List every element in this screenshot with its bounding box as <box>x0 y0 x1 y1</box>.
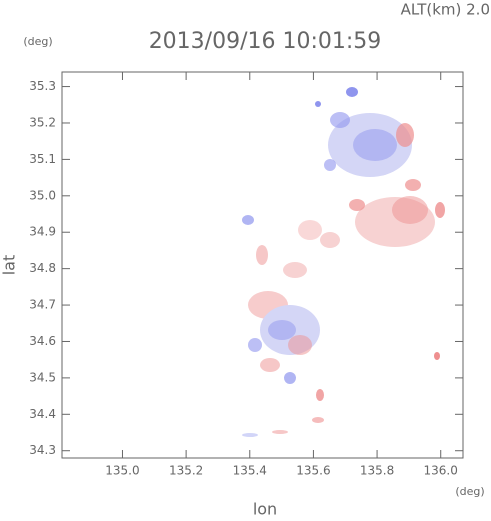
y-tick-label: 34.6 <box>29 334 56 348</box>
x-tick-label: 135.2 <box>169 464 203 478</box>
x-tick-label: 135.8 <box>360 464 394 478</box>
x-tick-label: 136.0 <box>424 464 458 478</box>
x-tick-label: 135.6 <box>296 464 330 478</box>
plot-frame <box>61 71 464 459</box>
y-tick-label: 35.1 <box>29 152 56 166</box>
echo-field <box>242 87 445 437</box>
y-unit: (deg) <box>23 35 52 48</box>
y-tick-label: 34.3 <box>29 443 56 457</box>
x-tick-label: 135.0 <box>105 464 139 478</box>
y-tick-label: 34.8 <box>29 261 56 275</box>
chart-title: 2013/09/16 10:01:59 <box>149 29 382 54</box>
y-tick-label: 35.2 <box>29 115 56 129</box>
y-tick-label: 34.9 <box>29 225 56 239</box>
y-tick-label: 34.5 <box>29 370 56 384</box>
x-unit: (deg) <box>455 485 484 498</box>
x-axis-label: lon <box>253 500 277 519</box>
y-tick-label: 34.7 <box>29 298 56 312</box>
x-tick-label: 135.4 <box>233 464 267 478</box>
y-tick-label: 35.0 <box>29 188 56 202</box>
y-tick-label: 34.4 <box>29 407 56 421</box>
y-tick-label: 35.3 <box>29 79 56 93</box>
chart-subtitle: ALT(km) 2.0 <box>401 1 490 19</box>
y-axis-label: lat <box>0 255 19 276</box>
